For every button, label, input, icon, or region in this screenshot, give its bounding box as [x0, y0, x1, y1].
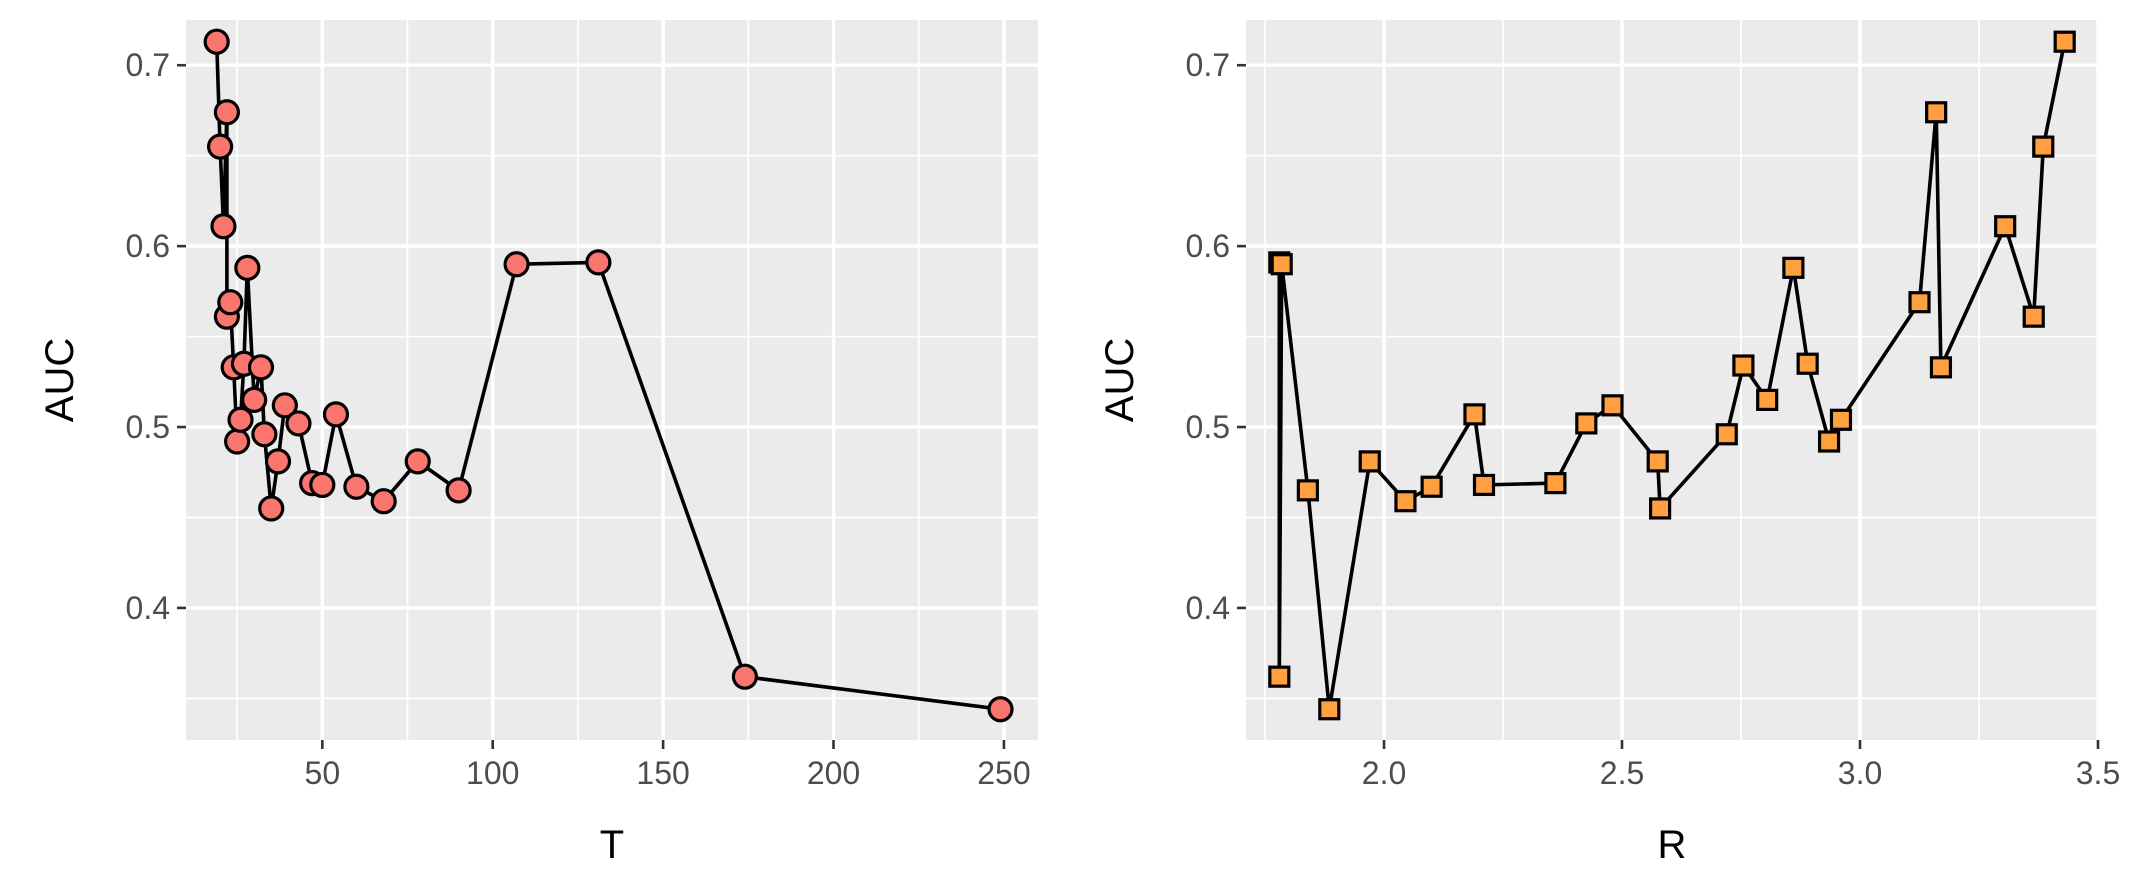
data-point-r: [1268, 665, 1291, 688]
x-tick-label: 200: [807, 755, 860, 791]
data-point-r: [1420, 475, 1443, 498]
x-tick-label: 3.0: [1838, 755, 1882, 791]
data-point-t: [213, 99, 240, 126]
x-tick-label: 3.5: [2076, 755, 2120, 791]
y-tick-label: 0.4: [126, 590, 170, 626]
data-point-r: [1358, 450, 1381, 473]
data-point-r: [1544, 472, 1567, 495]
data-point-r: [1318, 698, 1341, 721]
data-point-t: [309, 471, 336, 499]
y-tick-label: 0.7: [1186, 47, 1230, 83]
data-point-t: [251, 421, 278, 448]
data-point-r: [1715, 423, 1738, 446]
data-point-t: [217, 289, 244, 316]
data-point-r: [1756, 388, 1779, 411]
data-point-r: [2032, 135, 2055, 158]
y-tick-label: 0.4: [1186, 590, 1230, 626]
data-point-r: [1296, 479, 1319, 502]
data-point-r: [1270, 253, 1293, 276]
plot-panel-t: [186, 20, 1038, 740]
y-tick-label: 0.6: [126, 228, 170, 264]
data-point-r: [1463, 403, 1486, 426]
chart-r-auc: 2.0 2.5 3.0 3.5 0.4 0.5 0.6 0.7 R AUC: [1098, 20, 2120, 867]
data-point-t: [322, 401, 350, 428]
y-tick-label: 0.7: [126, 47, 170, 83]
y-tick-label: 0.5: [126, 409, 170, 445]
x-tick-label: 150: [636, 755, 689, 791]
data-point-t: [264, 448, 292, 475]
data-point-t: [210, 213, 237, 240]
y-axis-title-t: AUC: [38, 338, 82, 422]
data-point-t: [370, 488, 397, 515]
data-point-r: [1601, 394, 1624, 417]
data-point-r: [2022, 305, 2045, 328]
data-point-t: [731, 663, 759, 690]
data-point-r: [1646, 450, 1669, 473]
data-point-t: [343, 473, 370, 500]
data-point-t: [503, 251, 530, 278]
data-point-r: [1575, 412, 1598, 435]
data-point-t: [227, 406, 254, 433]
data-point-r: [1782, 256, 1805, 279]
data-point-t: [203, 28, 230, 55]
y-tick-label: 0.6: [1186, 228, 1230, 264]
data-point-r: [1796, 352, 1819, 375]
data-point-r: [1649, 497, 1672, 520]
data-point-t: [404, 448, 431, 475]
data-point-t: [271, 392, 298, 419]
x-tick-label: 100: [466, 755, 519, 791]
data-point-r: [1908, 291, 1931, 314]
data-point-r: [2053, 30, 2076, 53]
data-point-t: [987, 696, 1014, 723]
data-point-t: [258, 495, 285, 522]
y-axis-title-r: AUC: [1098, 338, 1142, 422]
data-point-t: [247, 354, 275, 381]
data-point-t: [445, 477, 472, 504]
data-point-r: [1817, 430, 1841, 453]
x-axis-title-r: R: [1658, 823, 1687, 867]
data-point-r: [1929, 356, 1953, 379]
data-point-t: [585, 249, 612, 276]
x-tick-label: 2.0: [1362, 755, 1406, 791]
plot-panel-r: [1246, 20, 2098, 740]
x-tick-label: 250: [977, 755, 1030, 791]
data-point-t: [224, 428, 251, 455]
data-point-r: [1472, 473, 1496, 497]
x-tick-label: 50: [305, 755, 341, 791]
data-point-r: [1732, 354, 1755, 377]
data-point-r: [1994, 215, 2017, 238]
x-tick-label: 2.5: [1600, 755, 1644, 791]
x-axis-title-t: T: [600, 823, 624, 867]
data-point-r: [1829, 408, 1853, 431]
y-tick-label: 0.5: [1186, 409, 1230, 445]
data-point-r: [1394, 490, 1417, 513]
data-point-t: [285, 410, 312, 437]
data-point-t: [241, 386, 268, 413]
data-point-r: [1925, 101, 1948, 124]
data-point-t: [206, 133, 234, 160]
data-point-t: [234, 254, 261, 281]
chart-t-auc: 50 100 150 200 250 0.4 0.5 0.6 0.7 T AUC: [38, 20, 1038, 867]
